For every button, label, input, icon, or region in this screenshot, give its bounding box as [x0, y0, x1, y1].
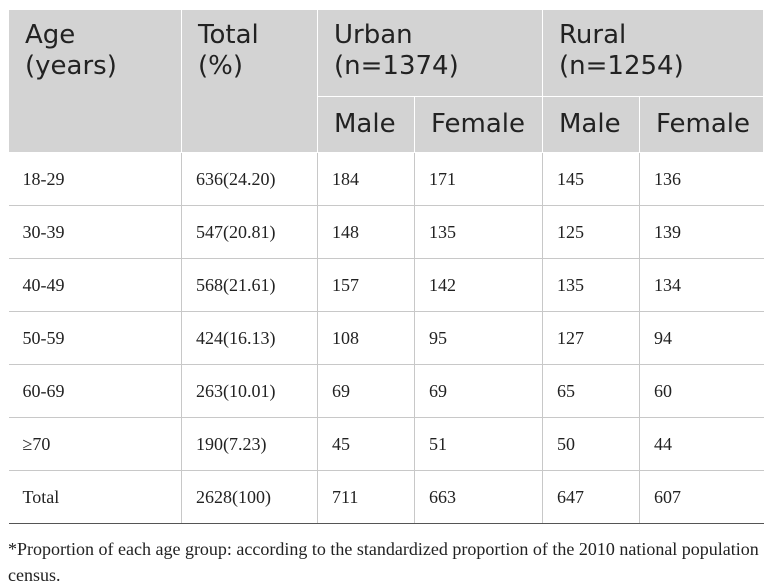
cell-urban-male: 148: [317, 205, 415, 259]
table-row: 18-29 636(24.20) 184 171 145 136: [8, 152, 764, 206]
cell-urban-male: 45: [317, 417, 415, 471]
cell-rural-male: 50: [542, 417, 640, 471]
cell-rural-male: 65: [542, 364, 640, 418]
table-footnote: *Proportion of each age group: according…: [8, 539, 759, 585]
cell-urban-female: 171: [414, 152, 543, 206]
cell-total: 2628(100): [181, 470, 318, 524]
header-urban: Urban (n=1374): [317, 9, 543, 97]
cell-rural-female: 60: [639, 364, 764, 418]
table-container: Age (years) Total (%) Urban (n=1374) Rur…: [8, 9, 764, 588]
header-total-line2: (%): [198, 51, 243, 81]
cell-age: 50-59: [8, 311, 182, 365]
cell-urban-female: 663: [414, 470, 543, 524]
header-age-line2: (years): [25, 51, 117, 81]
header-age: Age (years): [8, 9, 182, 153]
cell-urban-female: 135: [414, 205, 543, 259]
header-total-line1: Total: [198, 20, 259, 50]
cell-rural-female: 94: [639, 311, 764, 365]
cell-urban-male: 69: [317, 364, 415, 418]
cell-urban-female: 69: [414, 364, 543, 418]
cell-rural-female: 134: [639, 258, 764, 312]
cell-rural-female: 44: [639, 417, 764, 471]
cell-age: ≥70: [8, 417, 182, 471]
cell-total: 636(24.20): [181, 152, 318, 206]
header-total: Total (%): [181, 9, 318, 153]
subheader-row: Male Female Male Female: [9, 96, 764, 153]
table-row: 60-69 263(10.01) 69 69 65 60: [8, 364, 764, 418]
table-row: 50-59 424(16.13) 108 95 127 94: [8, 311, 764, 365]
cell-urban-male: 184: [317, 152, 415, 206]
cell-urban-female: 142: [414, 258, 543, 312]
cell-total: 190(7.23): [181, 417, 318, 471]
cell-rural-female: 136: [639, 152, 764, 206]
age-distribution-table: Age (years) Total (%) Urban (n=1374) Rur…: [8, 9, 764, 524]
table-row: 40-49 568(21.61) 157 142 135 134: [8, 258, 764, 312]
subheader-rural-male: Male: [542, 96, 640, 153]
header-urban-line1: Urban: [334, 20, 413, 50]
cell-urban-male: 157: [317, 258, 415, 312]
cell-urban-female: 95: [414, 311, 543, 365]
cell-urban-male: 711: [317, 470, 415, 524]
cell-total: 568(21.61): [181, 258, 318, 312]
header-urban-line2: (n=1374): [334, 51, 459, 81]
cell-age: 60-69: [8, 364, 182, 418]
cell-age: 40-49: [8, 258, 182, 312]
cell-rural-male: 125: [542, 205, 640, 259]
cell-total: 424(16.13): [181, 311, 318, 365]
cell-urban-female: 51: [414, 417, 543, 471]
table-row: ≥70 190(7.23) 45 51 50 44: [8, 417, 764, 471]
cell-rural-male: 647: [542, 470, 640, 524]
subheader-urban-female: Female: [414, 96, 543, 153]
cell-rural-male: 145: [542, 152, 640, 206]
cell-urban-male: 108: [317, 311, 415, 365]
cell-rural-male: 135: [542, 258, 640, 312]
header-rural-line1: Rural: [559, 20, 627, 50]
table-row: 30-39 547(20.81) 148 135 125 139: [8, 205, 764, 259]
header-age-line1: Age: [25, 20, 76, 50]
subheader-rural-female: Female: [639, 96, 764, 153]
cell-total: 263(10.01): [181, 364, 318, 418]
header-rural-line2: (n=1254): [559, 51, 684, 81]
cell-age: 30-39: [8, 205, 182, 259]
header-row: Age (years) Total (%) Urban (n=1374) Rur…: [8, 9, 764, 153]
subheader-urban-male: Male: [317, 96, 415, 153]
cell-total: 547(20.81): [181, 205, 318, 259]
cell-rural-female: 607: [639, 470, 764, 524]
cell-age: Total: [8, 470, 182, 524]
header-rural: Rural (n=1254): [542, 9, 764, 97]
cell-rural-female: 139: [639, 205, 764, 259]
cell-rural-male: 127: [542, 311, 640, 365]
table-row-total: Total 2628(100) 711 663 647 607: [8, 470, 764, 524]
cell-age: 18-29: [8, 152, 182, 206]
